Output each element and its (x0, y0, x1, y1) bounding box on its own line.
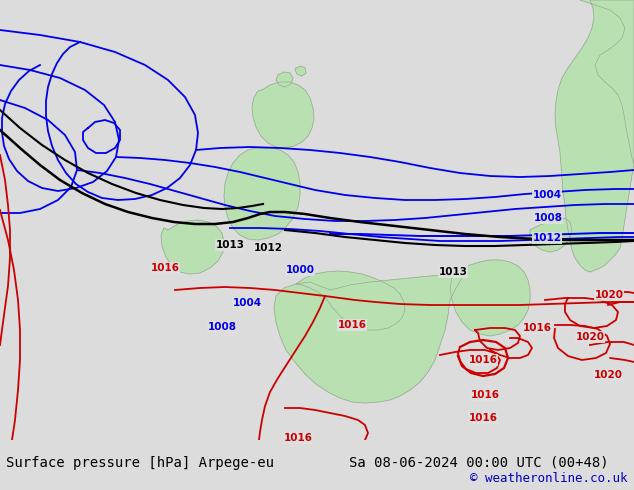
Text: 1008: 1008 (207, 322, 236, 332)
Polygon shape (161, 220, 224, 274)
Text: 1004: 1004 (533, 190, 562, 200)
Text: 1016: 1016 (283, 433, 313, 443)
Text: 1016: 1016 (469, 355, 498, 365)
Polygon shape (555, 0, 634, 272)
Text: 1020: 1020 (576, 332, 604, 342)
Polygon shape (274, 270, 462, 403)
Text: 1013: 1013 (216, 240, 245, 250)
Polygon shape (295, 66, 306, 76)
Text: 1012: 1012 (254, 243, 283, 253)
Polygon shape (530, 218, 572, 252)
Text: 1016: 1016 (522, 323, 552, 333)
Text: 1020: 1020 (593, 370, 623, 380)
Text: 1004: 1004 (233, 298, 262, 308)
Text: 1016: 1016 (337, 320, 366, 330)
Text: 1016: 1016 (150, 263, 179, 273)
Polygon shape (296, 271, 405, 330)
Text: 1016: 1016 (470, 390, 500, 400)
Text: Sa 08-06-2024 00:00 UTC (00+48): Sa 08-06-2024 00:00 UTC (00+48) (349, 456, 609, 469)
Polygon shape (276, 72, 293, 87)
Polygon shape (252, 82, 314, 148)
Polygon shape (580, 0, 634, 165)
Text: 1013: 1013 (439, 267, 467, 277)
Text: 1012: 1012 (533, 233, 562, 243)
Text: 1020: 1020 (595, 290, 623, 300)
Text: 1000: 1000 (285, 265, 314, 275)
Text: Surface pressure [hPa] Arpege-eu: Surface pressure [hPa] Arpege-eu (6, 456, 275, 469)
Polygon shape (224, 148, 300, 240)
Polygon shape (450, 260, 530, 336)
Text: 1016: 1016 (469, 413, 498, 423)
Text: 1008: 1008 (533, 213, 562, 223)
Text: © weatheronline.co.uk: © weatheronline.co.uk (470, 472, 628, 485)
